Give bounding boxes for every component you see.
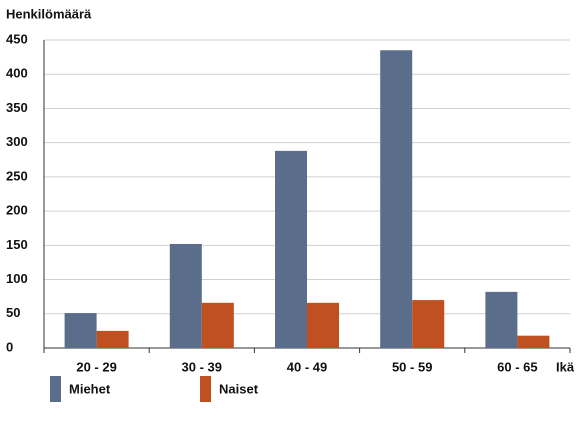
y-tick-label: 0 [6, 339, 13, 354]
bar [275, 150, 307, 348]
legend-swatch [200, 376, 211, 402]
bar [380, 50, 413, 349]
x-tick-label: 40 - 49 [287, 359, 327, 374]
bar [64, 313, 97, 348]
bar [96, 330, 129, 348]
bar [169, 243, 202, 348]
legend-label: Miehet [69, 381, 111, 396]
bar [307, 302, 339, 348]
x-tick-label: 20 - 29 [76, 359, 116, 374]
bar [412, 300, 445, 348]
y-tick-label: 250 [6, 168, 28, 183]
x-tick-label: 50 - 59 [392, 359, 432, 374]
y-tick-label: 300 [6, 134, 28, 149]
y-tick-label: 400 [6, 66, 28, 81]
x-tick-label: 30 - 39 [182, 359, 222, 374]
legend-label: Naiset [219, 381, 259, 396]
x-tick-label: 60 - 65 [497, 359, 537, 374]
bar [517, 335, 550, 348]
y-tick-label: 450 [6, 31, 28, 46]
y-tick-label: 350 [6, 100, 28, 115]
y-tick-label: 200 [6, 203, 28, 218]
y-tick-label: 100 [6, 271, 28, 286]
bar [485, 291, 518, 348]
y-tick-label: 150 [6, 237, 28, 252]
y-axis-label: Henkilömäärä [6, 6, 92, 21]
bar [201, 302, 234, 348]
y-tick-label: 50 [6, 305, 20, 320]
legend-swatch [50, 376, 61, 402]
x-axis-label: Ikä [556, 359, 575, 374]
